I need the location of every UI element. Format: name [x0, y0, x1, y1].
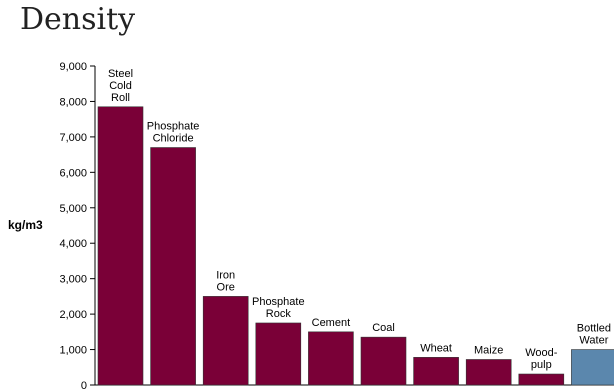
- y-tick-label: 1,000: [59, 345, 87, 357]
- chart-title: Density: [20, 2, 136, 37]
- y-tick-label: 6,000: [59, 167, 87, 179]
- y-tick-label: 4,000: [59, 238, 87, 250]
- bar: [360, 336, 407, 386]
- bar-category-label: Cement: [312, 317, 351, 329]
- bar-category-label: Coal: [372, 322, 395, 334]
- bar-category-label: Phosphate Chloride: [147, 121, 200, 145]
- y-tick-label: 8,000: [59, 96, 87, 108]
- bar-category-label: Bottled Water: [577, 323, 611, 347]
- bar-category-label: Wheat: [420, 342, 452, 354]
- bar: [255, 322, 302, 386]
- bar: [413, 357, 459, 386]
- bar: [202, 296, 249, 386]
- y-tick-label: 5,000: [59, 203, 87, 215]
- bar: [97, 106, 144, 386]
- bar-category-label: Wood-pulp: [525, 347, 558, 371]
- bar: [571, 349, 614, 386]
- bar: [465, 359, 512, 386]
- y-tick-label: 7,000: [59, 132, 87, 144]
- bar-category-label: Iron Ore: [216, 269, 235, 293]
- bar: [518, 373, 565, 386]
- bar-category-label: Maize: [474, 344, 503, 356]
- y-tick-label: 0: [81, 380, 87, 390]
- y-tick-label: 9,000: [59, 61, 87, 73]
- bar: [308, 331, 354, 386]
- bar-category-label: Steel Cold Roll: [108, 68, 133, 104]
- y-axis-label: kg/m3: [8, 218, 43, 232]
- bar: [150, 147, 196, 386]
- bar-category-label: Phosphate Rock: [252, 296, 305, 320]
- y-tick-label: 2,000: [59, 309, 87, 321]
- y-tick-label: 3,000: [59, 274, 87, 286]
